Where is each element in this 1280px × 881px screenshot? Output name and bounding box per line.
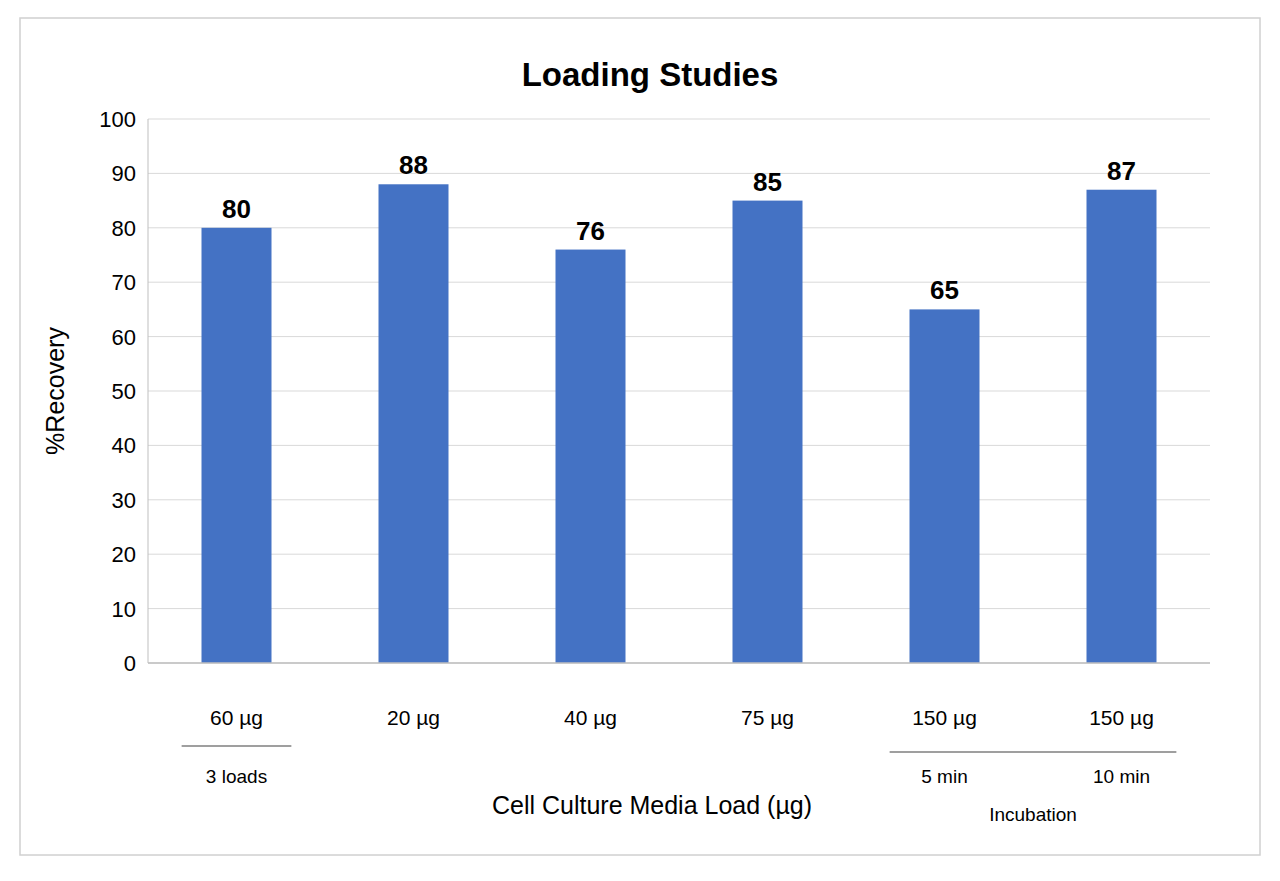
grid-line: [148, 554, 1210, 555]
y-tick-label: 40: [112, 433, 136, 458]
grid-line: [148, 608, 1210, 609]
grid-line: [148, 227, 1210, 228]
chart-title: Loading Studies: [522, 56, 779, 93]
data-label: 85: [753, 167, 782, 197]
x-tick-label: 40 µg: [564, 706, 617, 729]
group-label: Incubation: [989, 804, 1077, 825]
x-axis-title: Cell Culture Media Load (µg): [492, 791, 812, 819]
y-tick-label: 90: [112, 161, 136, 186]
grid-line: [148, 173, 1210, 174]
y-tick-label: 100: [99, 107, 136, 132]
y-tick-label: 10: [112, 597, 136, 622]
y-tick-label: 50: [112, 379, 136, 404]
x-sublabel: 5 min: [921, 766, 967, 787]
y-axis-title: %Recovery: [41, 327, 69, 455]
bar: [910, 309, 980, 663]
group-bracket: [182, 745, 292, 747]
data-label: 76: [576, 216, 605, 246]
y-tick-label: 60: [112, 325, 136, 350]
x-tick-label: 20 µg: [387, 706, 440, 729]
data-label: 87: [1107, 156, 1136, 186]
x-tick-label: 60 µg: [210, 706, 263, 729]
y-tick-label: 30: [112, 488, 136, 513]
bar: [202, 228, 272, 663]
y-tick-label: 80: [112, 216, 136, 241]
x-sublabel: 3 loads: [206, 766, 267, 787]
chart-svg: Loading Studies 0 10 20 30 40 50 60 70 80 90 100 %Re…: [0, 0, 1280, 881]
x-tick-label: 150 µg: [1089, 706, 1154, 729]
y-axis-line: [148, 119, 149, 663]
grid-line: [148, 119, 1210, 120]
data-label: 88: [399, 150, 428, 180]
bar: [733, 201, 803, 663]
y-tick-label: 20: [112, 542, 136, 567]
group-bracket: [890, 751, 1177, 753]
grid-line: [148, 282, 1210, 283]
x-sublabel: 10 min: [1093, 766, 1150, 787]
chart-container: Loading Studies 0 10 20 30 40 50 60 70 80 90 100 %Re…: [0, 0, 1280, 881]
y-tick-label: 70: [112, 270, 136, 295]
bar: [556, 250, 626, 663]
x-tick-label: 150 µg: [912, 706, 977, 729]
y-tick-label: 0: [124, 651, 136, 676]
bars-group: [202, 184, 1157, 663]
grid-line: [148, 336, 1210, 337]
grid-line: [148, 391, 1210, 392]
x-axis-line: [148, 662, 1210, 664]
grid-line: [148, 663, 1210, 664]
data-label: 65: [930, 275, 959, 305]
chart-frame: [20, 18, 1260, 855]
grid-line: [148, 445, 1210, 446]
bar: [379, 184, 449, 663]
data-label: 80: [222, 194, 251, 224]
x-tick-label: 75 µg: [741, 706, 794, 729]
bar: [1087, 190, 1157, 663]
grid-line: [148, 499, 1210, 500]
